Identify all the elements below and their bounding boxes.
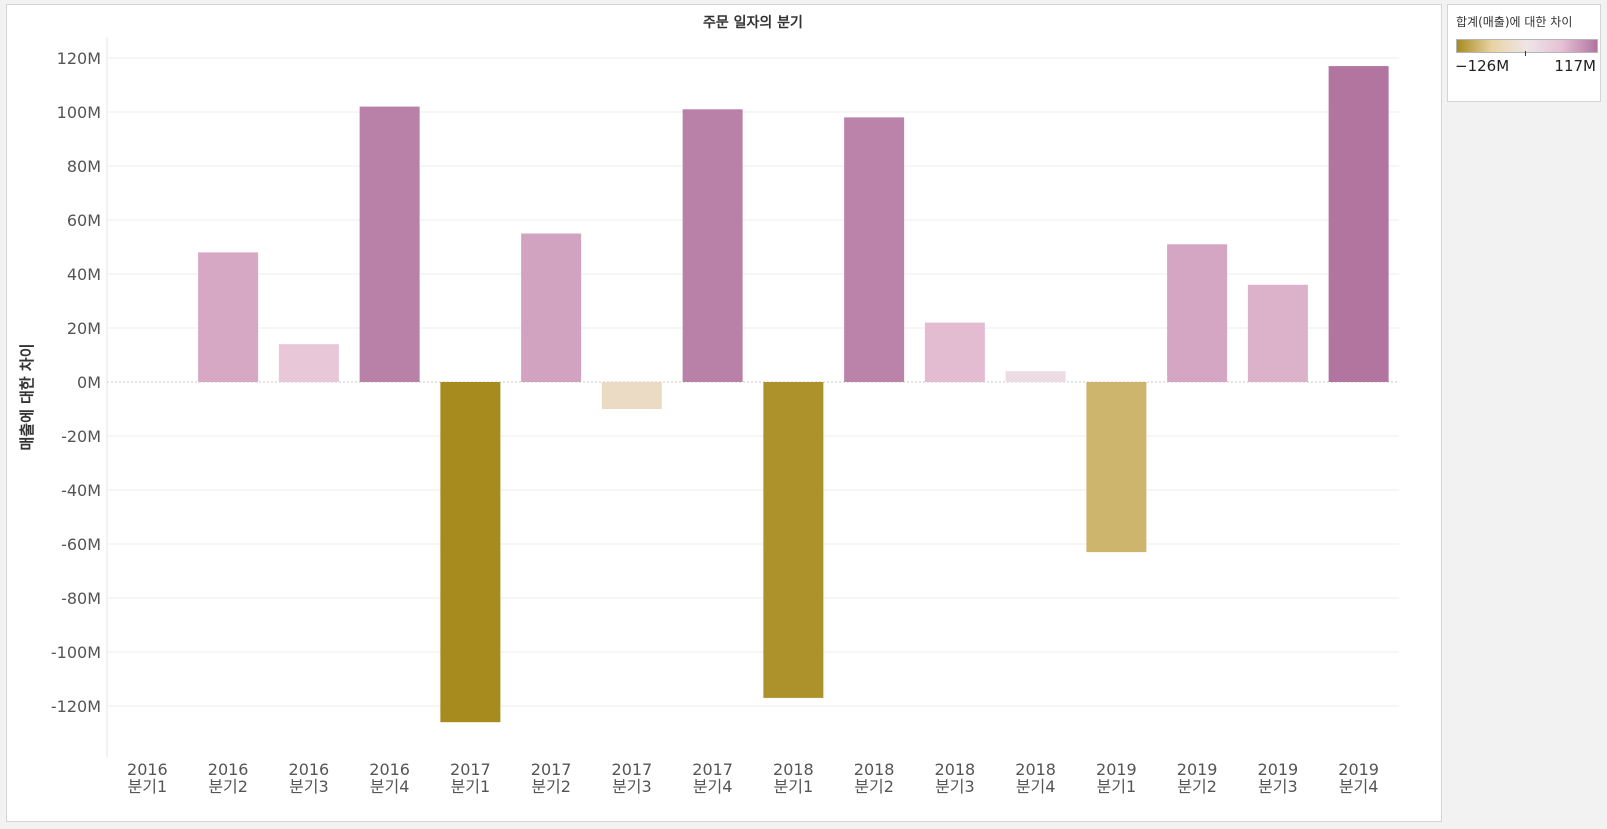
- x-tick-year: 2019: [1258, 760, 1299, 779]
- x-tick-quarter: 분기1: [1097, 777, 1137, 796]
- y-tick-label: -80M: [61, 589, 101, 608]
- x-tick-quarter: 분기1: [128, 777, 168, 796]
- x-tick-year: 2016: [369, 760, 410, 779]
- x-tick-quarter: 분기3: [612, 777, 652, 796]
- x-tick-quarter: 분기1: [774, 777, 814, 796]
- x-tick-quarter: 분기2: [208, 777, 248, 796]
- legend-zero-tick: [1525, 51, 1526, 56]
- x-tick-year: 2018: [935, 760, 976, 779]
- x-tick-quarter: 분기4: [693, 777, 733, 796]
- x-tick-year: 2016: [289, 760, 330, 779]
- x-tick-year: 2019: [1096, 760, 1137, 779]
- x-tick-quarter: 분기2: [1177, 777, 1217, 796]
- bar-2017-분기4[interactable]: [682, 109, 743, 383]
- x-axis-ticks: 2016분기12016분기22016분기32016분기42017분기12017분…: [127, 760, 1379, 796]
- bar-2018-분기3[interactable]: [924, 322, 985, 382]
- x-tick-year: 2019: [1177, 760, 1218, 779]
- x-tick-quarter: 분기4: [1339, 777, 1379, 796]
- y-tick-label: -120M: [51, 697, 101, 716]
- chart-panel: 주문 일자의 분기 매출에 대한 차이 120M 100M 80M 60M 40M 20M…: [6, 4, 1442, 822]
- y-axis-title: 매출에 대한 차이: [18, 343, 36, 450]
- x-tick-quarter: 분기3: [935, 777, 975, 796]
- x-tick-year: 2017: [612, 760, 653, 779]
- y-tick-label: 0M: [77, 373, 101, 392]
- bar-2019-분기3[interactable]: [1247, 284, 1308, 382]
- bars: [198, 66, 1389, 723]
- x-tick-year: 2016: [208, 760, 249, 779]
- bar-2016-분기2[interactable]: [198, 252, 259, 382]
- bar-2019-분기4[interactable]: [1328, 66, 1389, 382]
- x-tick-year: 2019: [1338, 760, 1379, 779]
- y-tick-label: 20M: [67, 319, 101, 338]
- legend-title: 합계(매출)에 대한 차이: [1456, 15, 1573, 29]
- x-tick-year: 2017: [450, 760, 491, 779]
- x-tick-year: 2018: [854, 760, 895, 779]
- x-tick-year: 2016: [127, 760, 168, 779]
- bar-2016-분기4[interactable]: [359, 106, 420, 382]
- x-tick-quarter: 분기2: [854, 777, 894, 796]
- bar-2016-분기3[interactable]: [278, 344, 339, 382]
- x-tick-year: 2018: [773, 760, 814, 779]
- legend-min-label: −126M: [1455, 57, 1510, 75]
- y-tick-label: -20M: [61, 427, 101, 446]
- bar-2017-분기3[interactable]: [601, 382, 662, 409]
- x-tick-quarter: 분기3: [289, 777, 329, 796]
- gridlines: [106, 37, 1399, 757]
- x-tick-year: 2017: [531, 760, 572, 779]
- color-legend: 합계(매출)에 대한 차이 −126M 117M: [1447, 4, 1601, 102]
- y-tick-label: -40M: [61, 481, 101, 500]
- chart-title: 주문 일자의 분기: [703, 14, 803, 31]
- bar-2019-분기2[interactable]: [1167, 244, 1228, 382]
- x-tick-quarter: 분기1: [451, 777, 491, 796]
- legend-color-ramp: [1456, 39, 1598, 53]
- x-tick-quarter: 분기2: [531, 777, 571, 796]
- y-tick-label: 80M: [67, 157, 101, 176]
- y-tick-label: 40M: [67, 265, 101, 284]
- bar-2019-분기1[interactable]: [1086, 382, 1147, 553]
- bar-2018-분기4[interactable]: [1005, 371, 1066, 382]
- x-tick-quarter: 분기3: [1258, 777, 1298, 796]
- bar-2017-분기1[interactable]: [440, 382, 501, 723]
- legend-max-label: 117M: [1554, 57, 1596, 75]
- y-tick-label: -60M: [61, 535, 101, 554]
- bar-2018-분기1[interactable]: [763, 382, 824, 698]
- y-tick-label: 60M: [67, 211, 101, 230]
- bar-2018-분기2[interactable]: [844, 117, 905, 383]
- x-tick-quarter: 분기4: [1016, 777, 1056, 796]
- x-tick-year: 2017: [692, 760, 733, 779]
- x-tick-quarter: 분기4: [370, 777, 410, 796]
- bar-chart: 주문 일자의 분기 매출에 대한 차이 120M 100M 80M 60M 40M 20M…: [18, 14, 1399, 796]
- y-axis-ticks: 120M 100M 80M 60M 40M 20M 0M -20M -40M -60M -80M -1…: [51, 49, 101, 716]
- bar-2017-분기2[interactable]: [521, 233, 582, 383]
- x-tick-year: 2018: [1015, 760, 1056, 779]
- y-tick-label: 120M: [57, 49, 101, 68]
- y-tick-label: 100M: [57, 103, 101, 122]
- y-tick-label: -100M: [51, 643, 101, 662]
